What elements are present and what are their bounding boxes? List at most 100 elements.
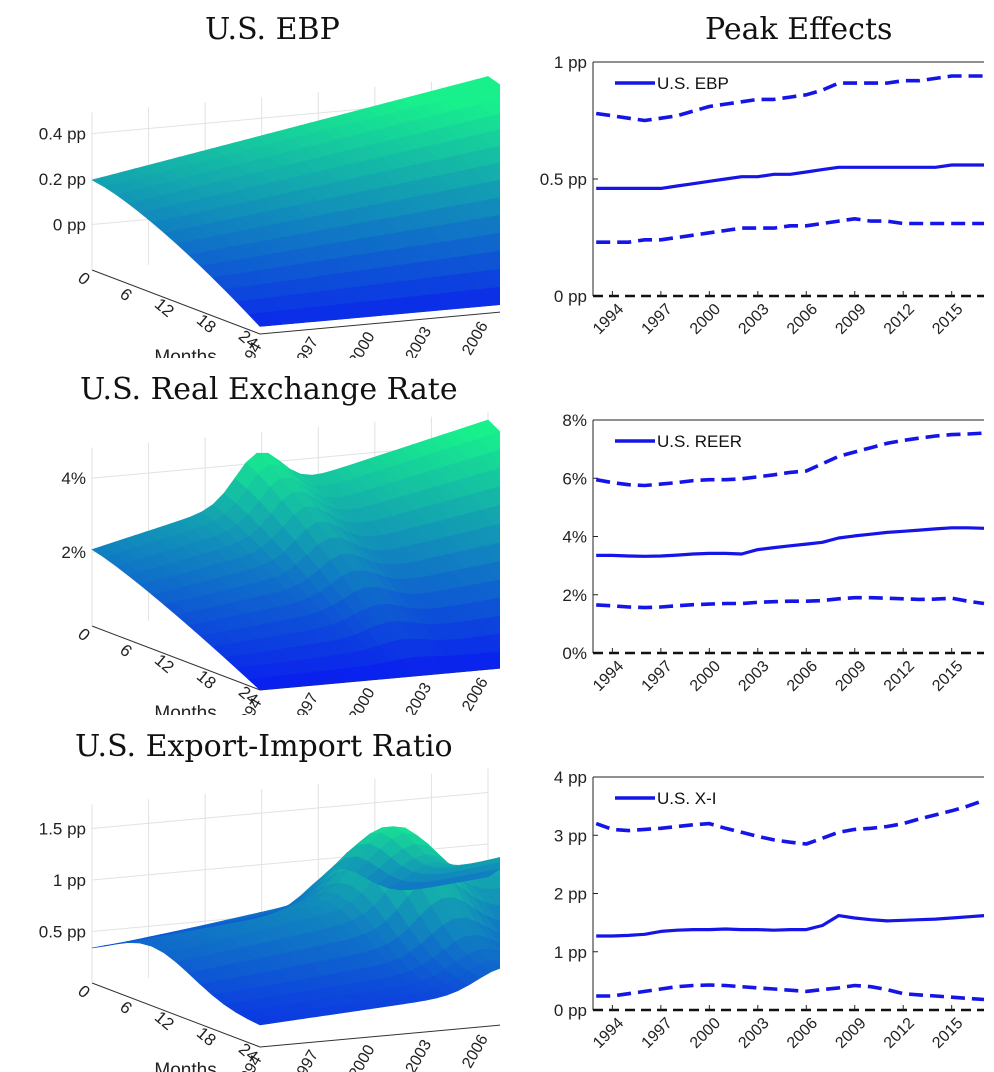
x-tick-label: 1997 — [638, 658, 675, 695]
lower-band-line — [596, 217, 984, 244]
x-tick-label: 2015 — [929, 658, 966, 695]
year-tick-label: 1997 — [290, 1047, 323, 1072]
year-axis — [259, 1024, 500, 1048]
x-tick-label: 2003 — [735, 301, 772, 338]
y-tick-label: 2 pp — [554, 885, 587, 904]
upper-band-line — [595, 798, 985, 846]
surface-patch — [493, 161, 500, 172]
surface-patch — [494, 541, 500, 551]
z-tick-label: 0 pp — [53, 216, 86, 235]
surface-patch — [496, 214, 500, 220]
month-tick-label: 12 — [151, 294, 178, 321]
legend-label: U.S. X-I — [657, 789, 717, 808]
x-tick-label: 2015 — [929, 301, 966, 338]
month-tick-label: 12 — [151, 650, 178, 677]
y-tick-label: 8% — [562, 411, 587, 430]
lower-band-line — [596, 983, 985, 1002]
year-tick-label: 2003 — [403, 1037, 436, 1072]
month-axis — [91, 982, 261, 1048]
line-chart-ebp: 0 pp 0.5 pp 1 pp 1994 1997 2000 2003 2006 2009 20… — [540, 53, 984, 338]
legend-label: U.S. EBP — [657, 74, 729, 93]
year-tick-label: 2003 — [403, 324, 436, 358]
z-tick-label: 1.5 pp — [39, 819, 86, 838]
surface-mesh — [91, 76, 500, 327]
months-axis-label: Months — [154, 703, 216, 715]
y-tick-label: 0.5 pp — [540, 170, 587, 189]
z-tick-label: 0.4 pp — [39, 125, 86, 144]
surface-patch — [495, 196, 500, 204]
month-tick-label: 0 — [74, 268, 93, 289]
month-tick-label: 6 — [116, 284, 135, 305]
x-tick-label: 2000 — [687, 1015, 724, 1052]
x-tick-label: 2012 — [881, 1015, 918, 1052]
month-tick-label: 0 — [74, 624, 93, 645]
surface-patch — [495, 560, 500, 568]
surface-chart-xi: 0.5 pp1 pp1.5 pp061218241994199720002003… — [39, 768, 500, 1072]
year-tick-label: 1997 — [290, 690, 323, 715]
year-tick-label: 2003 — [403, 680, 436, 715]
surface-chart-reer: 2%4%061218241994199720002003200620092012… — [61, 411, 500, 715]
x-tick-label: 1994 — [590, 1015, 627, 1052]
months-axis-label: Months — [154, 347, 216, 358]
year-axis — [259, 311, 500, 335]
month-tick-label: 18 — [193, 666, 220, 693]
peak-panel-ebp: Peak Effects 0 pp 0.5 pp 1 pp 1994 1997 2000 2… — [500, 0, 994, 358]
y-tick-label: 1 pp — [554, 943, 587, 962]
chart-title: U.S. Export-Import Ratio — [75, 729, 453, 764]
z-tick-label: 0.2 pp — [39, 170, 86, 189]
median-line — [596, 526, 985, 558]
y-tick-label: 3 pp — [554, 826, 587, 845]
surface-patch — [497, 597, 500, 602]
surface-patch — [495, 904, 500, 911]
x-tick-label: 2012 — [881, 658, 918, 695]
surface-patch — [496, 919, 500, 925]
surface-patch — [476, 419, 500, 436]
peak-panel-reer: 0% 2% 4% 6% 8% 1994 1997 2000 2003 2006 2009 2012 20… — [500, 358, 994, 715]
surface-patch — [493, 872, 500, 882]
x-tick-label: 2000 — [687, 658, 724, 695]
legend-label: U.S. REER — [657, 432, 742, 451]
peak-panel-xi: 0 pp 1 pp 2 pp 3 pp 4 pp 1994 1997 2000 2003 2006… — [500, 715, 994, 1072]
surface-patch — [476, 76, 500, 88]
month-axis — [91, 625, 261, 691]
surface-mesh — [91, 826, 500, 1026]
x-tick-label: 2006 — [784, 1015, 821, 1052]
x-tick-label: 2009 — [832, 1015, 869, 1052]
x-tick-label: 2009 — [832, 301, 869, 338]
chart-title: U.S. EBP — [205, 12, 340, 47]
y-tick-label: 1 pp — [554, 53, 587, 72]
x-tick-label: 2003 — [735, 1015, 772, 1052]
x-tick-label: 2015 — [929, 1015, 966, 1052]
z-tick-label: 2% — [61, 543, 86, 562]
z-tick-label: 0.5 pp — [39, 922, 86, 941]
year-tick-label: 2000 — [346, 1042, 379, 1072]
month-tick-label: 6 — [116, 997, 135, 1018]
x-tick-label: 1994 — [590, 658, 627, 695]
x-tick-label: 1997 — [638, 301, 675, 338]
surface-patch — [494, 179, 500, 188]
year-tick-label: 2006 — [459, 675, 492, 714]
line-chart-reer: 0% 2% 4% 6% 8% 1994 1997 2000 2003 2006 2009 2012 20… — [562, 411, 985, 695]
x-tick-label: 2003 — [735, 658, 772, 695]
surface-patch — [476, 868, 500, 880]
month-axis — [91, 269, 261, 335]
column-title: Peak Effects — [705, 12, 893, 47]
surface-panel-ebp: U.S. EBP 0 pp0.2 pp0.4 pp061218241994199… — [0, 0, 500, 358]
y-tick-label: 0 pp — [554, 287, 587, 306]
month-tick-label: 18 — [193, 310, 220, 337]
surface-mesh — [91, 419, 500, 691]
upper-band-line — [595, 431, 985, 488]
y-tick-label: 0 pp — [554, 1001, 587, 1020]
months-axis-label: Months — [154, 1060, 216, 1072]
median-line — [596, 163, 984, 190]
surface-patch — [492, 145, 500, 156]
z-tick-label: 1 pp — [53, 871, 86, 890]
y-tick-label: 0% — [562, 644, 587, 663]
y-tick-label: 6% — [562, 469, 587, 488]
surface-patch — [496, 578, 500, 585]
surface-chart-ebp: 0 pp0.2 pp0.4 pp061218241994199720002003… — [39, 76, 500, 358]
x-tick-label: 2006 — [784, 658, 821, 695]
month-tick-label: 6 — [116, 640, 135, 661]
surface-panel-xi: U.S. Export-Import Ratio 0.5 pp 1 pp 1.5 p… — [0, 715, 500, 1072]
year-tick-label: 2000 — [346, 685, 379, 715]
